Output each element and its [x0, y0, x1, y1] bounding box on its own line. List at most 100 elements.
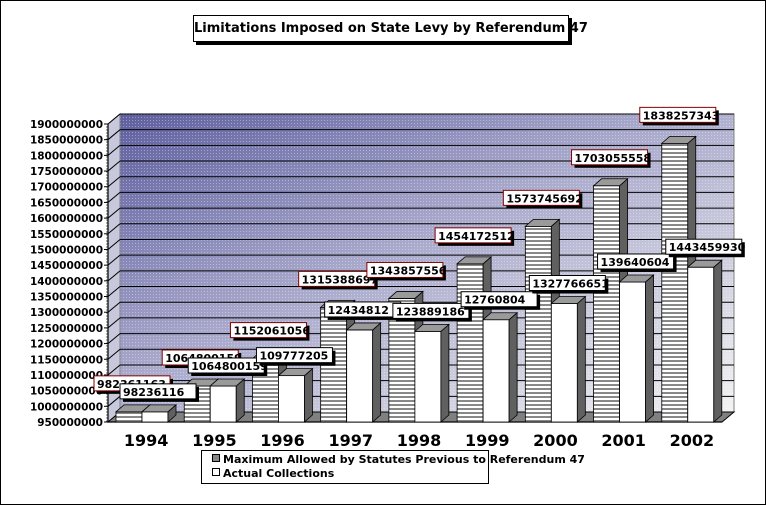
- y-tick-label: 1150000000: [30, 354, 103, 366]
- data-label-maximum-allowed-2001-box: [571, 149, 649, 166]
- bar-actual-collections-1996-top: [277, 368, 314, 377]
- y-tick-label: 1000000000: [30, 401, 103, 413]
- bar-actual-collections-1999-side: [508, 311, 518, 423]
- bar-actual-collections-1995-front: [209, 385, 237, 423]
- data-label-maximum-allowed-1999-box: [434, 227, 512, 244]
- data-label-maximum-allowed-1996: 1152061056: [229, 322, 310, 341]
- bar-actual-collections-1994-front: [141, 411, 169, 423]
- x-tick-label-2002: 2002: [670, 431, 715, 450]
- data-label-maximum-allowed-2001-text: 1703055558: [575, 152, 652, 165]
- data-label-maximum-allowed-2002-box: [639, 106, 717, 123]
- bar-actual-collections-2001: [618, 274, 655, 423]
- y-tick-label: 1300000000: [30, 307, 103, 319]
- data-label-maximum-allowed-1998-box: [366, 261, 444, 278]
- gridline-side: [107, 207, 121, 219]
- y-tick-label: 1500000000: [30, 244, 103, 256]
- y-tick-label: 1800000000: [30, 150, 103, 162]
- x-tick-label-1996: 1996: [260, 431, 305, 450]
- gridline-side: [107, 317, 121, 329]
- gridline-side: [107, 223, 121, 235]
- data-label-actual-collections-2002-box: [665, 238, 743, 255]
- bar-maximum-allowed-2001-front: [593, 185, 620, 423]
- data-label-maximum-allowed-1999: 1454172512: [434, 227, 515, 246]
- data-label-maximum-allowed-2000: 1573745692: [502, 189, 583, 209]
- data-label-actual-collections-1997-text: 12434812: [328, 304, 389, 317]
- x-tick-label-2000: 2000: [533, 431, 578, 450]
- y-tick-label: 950000000: [37, 417, 103, 429]
- y-tick-label: 1100000000: [30, 370, 103, 382]
- data-label-actual-collections-2000-box: [528, 275, 606, 292]
- data-label-actual-collections-1996-box: [255, 347, 333, 364]
- bar-actual-collections-1996: [277, 367, 314, 423]
- data-label-actual-collections-2000: 1327766651: [528, 275, 609, 294]
- bar-actual-collections-2000: [550, 295, 587, 423]
- bar-maximum-allowed-2000-top: [524, 218, 561, 227]
- bar-actual-collections-1997-side: [372, 322, 382, 423]
- y-tick-label: 1900000000: [30, 119, 103, 131]
- data-label-actual-collections-1999-text: 12760804: [464, 294, 526, 307]
- data-label-maximum-allowed-2002: 1838257343: [639, 106, 720, 126]
- bar-maximum-allowed-2000-front: [524, 225, 552, 423]
- gridline-side: [107, 129, 121, 141]
- gridline-side: [107, 113, 121, 125]
- bar-actual-collections-2000-side: [576, 295, 586, 423]
- gridline-side: [107, 254, 121, 266]
- bar-actual-collections-2002-top: [686, 259, 723, 268]
- data-label-actual-collections-1996-text: 109777205: [259, 350, 328, 363]
- data-label-actual-collections-1994-box: [119, 383, 197, 400]
- data-label-maximum-allowed-1996-text: 1152061056: [233, 325, 310, 338]
- bar-actual-collections-1998-front: [414, 330, 442, 423]
- data-label-maximum-allowed-1996-box: [229, 322, 307, 339]
- data-label-maximum-allowed-2001: 1703055558: [571, 149, 652, 168]
- y-tick-label: 1850000000: [30, 135, 103, 147]
- data-label-maximum-allowed-1998-text: 1343857556: [370, 264, 447, 277]
- bar-actual-collections-1999: [482, 311, 519, 423]
- data-label-maximum-allowed-2002-text: 1838257343: [643, 109, 720, 122]
- bar-actual-collections-1998: [413, 323, 450, 423]
- bar-actual-collections-2002-side: [713, 259, 723, 423]
- data-label-actual-collections-2000-text: 1327766651: [532, 278, 609, 291]
- x-tick-label-1997: 1997: [329, 431, 374, 450]
- x-tick-label-2001: 2001: [601, 431, 646, 450]
- x-tick-label-1994: 1994: [124, 431, 169, 450]
- data-label-actual-collections-2002: 1443459930: [665, 238, 746, 258]
- legend-swatch-white: [212, 468, 220, 476]
- y-tick-label: 1650000000: [30, 197, 103, 209]
- y-tick-label: 1450000000: [30, 260, 103, 272]
- bar-actual-collections-2002-front: [687, 266, 715, 423]
- legend-item-maximum-allowed: Maximum Allowed by Statutes Previous to …: [212, 453, 585, 467]
- gridline-side: [107, 144, 121, 156]
- bar-actual-collections-2002: [686, 259, 723, 423]
- bar-actual-collections-1994: [140, 403, 178, 423]
- legend-swatch-striped: [212, 454, 220, 462]
- gridline-side: [107, 333, 121, 344]
- y-tick-label: 1350000000: [30, 292, 103, 304]
- gridline-side: [107, 301, 121, 313]
- y-tick-label: 1550000000: [30, 229, 103, 241]
- legend-label-maximum-allowed: Maximum Allowed by Statutes Previous to …: [223, 453, 585, 466]
- data-label-actual-collections-2001-box: [597, 253, 675, 270]
- bar-actual-collections-2001-top: [618, 274, 655, 283]
- data-label-actual-collections-1995: 1064800159: [187, 357, 268, 376]
- legend-item-actual-collections: Actual Collections: [212, 467, 334, 481]
- bar-actual-collections-1996-front: [278, 375, 305, 423]
- bar-actual-collections-1998-side: [440, 323, 450, 423]
- gridline-side: [107, 348, 121, 360]
- bar-maximum-allowed-1999-top: [456, 256, 493, 265]
- chart-title: Limitations Imposed on State Levy by Ref…: [193, 15, 588, 42]
- data-label-actual-collections-1995-text: 1064800159: [191, 360, 268, 373]
- y-tick-label: 1750000000: [30, 166, 103, 178]
- gridline-side: [107, 192, 121, 203]
- bar-actual-collections-1998-top: [413, 323, 450, 332]
- data-label-actual-collections-1998: 123889186: [392, 302, 472, 322]
- bar-actual-collections-1999-top: [482, 312, 519, 321]
- bar-maximum-allowed-1998-top: [387, 291, 424, 299]
- chart-legend: Maximum Allowed by Statutes Previous to …: [201, 450, 585, 484]
- y-tick-label: 1700000000: [30, 182, 103, 194]
- bar-actual-collections-2001-front: [619, 281, 646, 423]
- bar-maximum-allowed-2002-top: [660, 135, 697, 144]
- gridline-side: [107, 364, 121, 376]
- bar-maximum-allowed-1995: [183, 378, 220, 423]
- gridline-side: [107, 286, 121, 297]
